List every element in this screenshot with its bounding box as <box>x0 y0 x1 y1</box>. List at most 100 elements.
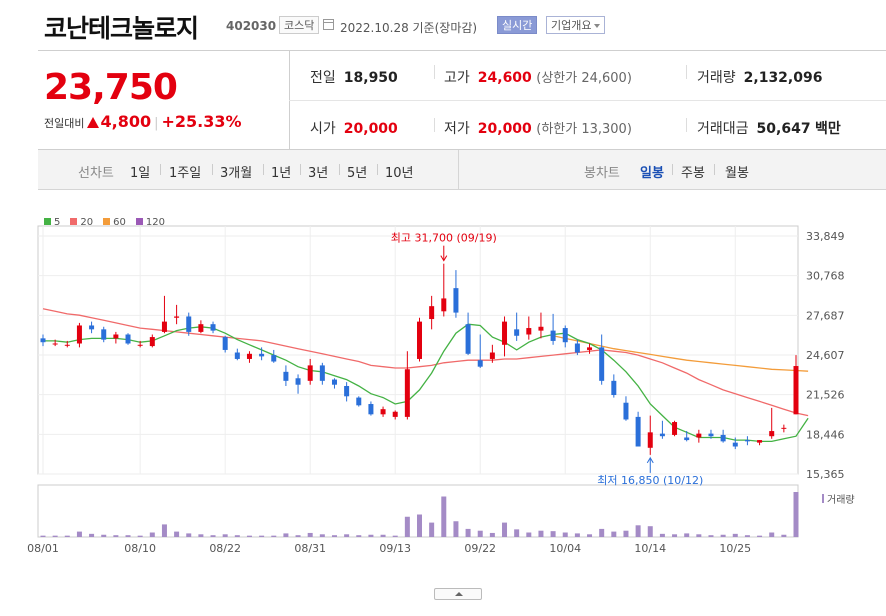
candle-weekly[interactable]: 주봉 <box>681 166 705 181</box>
volume-bar <box>198 534 204 537</box>
legend-label: 120 <box>145 217 165 228</box>
candle-body <box>453 288 459 313</box>
divider <box>434 118 435 132</box>
volume-bar <box>732 533 738 537</box>
expand-chart-button[interactable] <box>434 588 482 600</box>
volume-bar <box>757 535 763 537</box>
volume-bar <box>793 492 799 537</box>
period-1year[interactable]: 1년 <box>271 166 292 181</box>
candle-body <box>550 330 556 341</box>
candle-body <box>477 360 483 367</box>
quote-panel: 23,750 전일대비 4,800 | +25.33% 전일 18,950 고가 24,6… <box>38 50 886 150</box>
candle-monthly[interactable]: 월봉 <box>725 166 749 181</box>
x-tick-label: 10/25 <box>719 542 751 555</box>
annotations: 최고 31,700 (09/19) 최저 16,850 (10/12) 거래량 <box>391 232 855 506</box>
axis-labels: 33,849 30,768 27,687 24,607 21,526 18,446 15,3… <box>27 230 844 555</box>
up-arrow-icon <box>87 117 100 128</box>
realtime-button[interactable]: 실시간 <box>497 16 538 34</box>
volume-bar <box>659 533 665 537</box>
change-label: 전일대비 <box>44 117 85 130</box>
volume-bar <box>186 533 192 537</box>
candle-body <box>489 352 495 359</box>
x-tick-label: 08/31 <box>294 542 326 555</box>
volume-bar <box>477 530 483 537</box>
legend-swatch <box>103 218 111 225</box>
volume-bar <box>149 532 155 537</box>
period-3month[interactable]: 3개월 <box>220 166 253 181</box>
period-1day[interactable]: 1일 <box>130 166 151 181</box>
candle-body <box>696 433 702 438</box>
y-tick-label: 15,365 <box>806 468 845 481</box>
volume-bar <box>526 532 532 537</box>
y-tick-label: 33,849 <box>806 230 845 243</box>
candle-body <box>174 316 180 318</box>
candle-body <box>404 369 410 417</box>
chart-period-bar: 선차트 1일 1주일 3개월 1년 3년 5년 10년 봉차트 일봉 주봉 월봉 <box>38 150 886 190</box>
ma60-line <box>552 335 809 372</box>
candle-body <box>429 306 435 320</box>
period-1week[interactable]: 1주일 <box>169 166 202 181</box>
volume-bar <box>453 521 459 537</box>
candle-body <box>587 347 593 350</box>
legend-label: 60 <box>113 217 126 228</box>
divider <box>672 164 673 175</box>
volume-bar <box>647 526 653 537</box>
candle-body <box>52 343 58 345</box>
legend-ma120: 120 <box>135 217 165 228</box>
candle-body <box>672 422 678 435</box>
volume-bar <box>769 532 775 537</box>
volume-bar <box>89 533 95 537</box>
candle-body <box>283 371 289 381</box>
separator: | <box>154 116 159 131</box>
change-row: 전일대비 4,800 | +25.33% <box>44 112 242 131</box>
divider <box>714 164 715 175</box>
volume-bar <box>417 514 422 537</box>
volume-bar <box>40 535 46 537</box>
candle-body <box>234 352 240 359</box>
legend-ma20: 20 <box>70 217 93 228</box>
prev-close-label: 전일 <box>310 70 336 86</box>
volume-bar <box>489 532 495 537</box>
legend-swatch <box>70 218 78 225</box>
divider <box>339 164 340 175</box>
candle-body <box>574 343 580 353</box>
volume-bar <box>64 535 70 537</box>
candle-body <box>659 433 665 437</box>
period-5year[interactable]: 5년 <box>347 166 368 181</box>
trade-value-unit: 백만 <box>815 121 841 137</box>
candle-chart-label: 봉차트 <box>584 166 620 181</box>
volume-bar <box>222 534 228 537</box>
volume-bar <box>307 532 313 537</box>
divider <box>686 65 687 79</box>
volume-bar <box>599 528 605 537</box>
x-tick-label: 08/22 <box>209 542 241 555</box>
company-overview-dropdown[interactable]: 기업개요 <box>546 16 606 34</box>
volume-value: 2,132,096 <box>743 70 823 86</box>
chevron-down-icon <box>594 24 601 28</box>
volume-bar <box>465 528 471 537</box>
candle-body <box>246 353 252 359</box>
open-value: 20,000 <box>343 121 398 137</box>
volume-bars <box>40 492 799 537</box>
legend-ma5: 5 <box>44 217 60 228</box>
x-tick-label: 10/14 <box>634 542 666 555</box>
open-label: 시가 <box>310 121 336 137</box>
candle-body <box>757 440 763 443</box>
candle-body <box>744 440 750 442</box>
volume-bar <box>550 531 556 537</box>
stock-header: 코난테크놀로지 402030 코스닥 2022.10.28 기준(장마감) 실시… <box>0 0 886 50</box>
divider <box>263 164 264 175</box>
candle-body <box>623 402 629 420</box>
volume-bar <box>574 533 580 537</box>
volume-bar <box>344 534 350 537</box>
candle-body <box>356 397 362 406</box>
candle-body <box>40 338 46 343</box>
low-arrow-head <box>646 456 654 464</box>
volume-bar <box>319 534 325 537</box>
candle-body <box>635 416 641 447</box>
period-3year[interactable]: 3년 <box>308 166 329 181</box>
volume-bar <box>210 535 216 537</box>
trade-value: 거래대금 50,647 백만 <box>697 118 841 138</box>
period-10year[interactable]: 10년 <box>385 166 414 181</box>
candle-daily[interactable]: 일봉 <box>640 166 664 181</box>
